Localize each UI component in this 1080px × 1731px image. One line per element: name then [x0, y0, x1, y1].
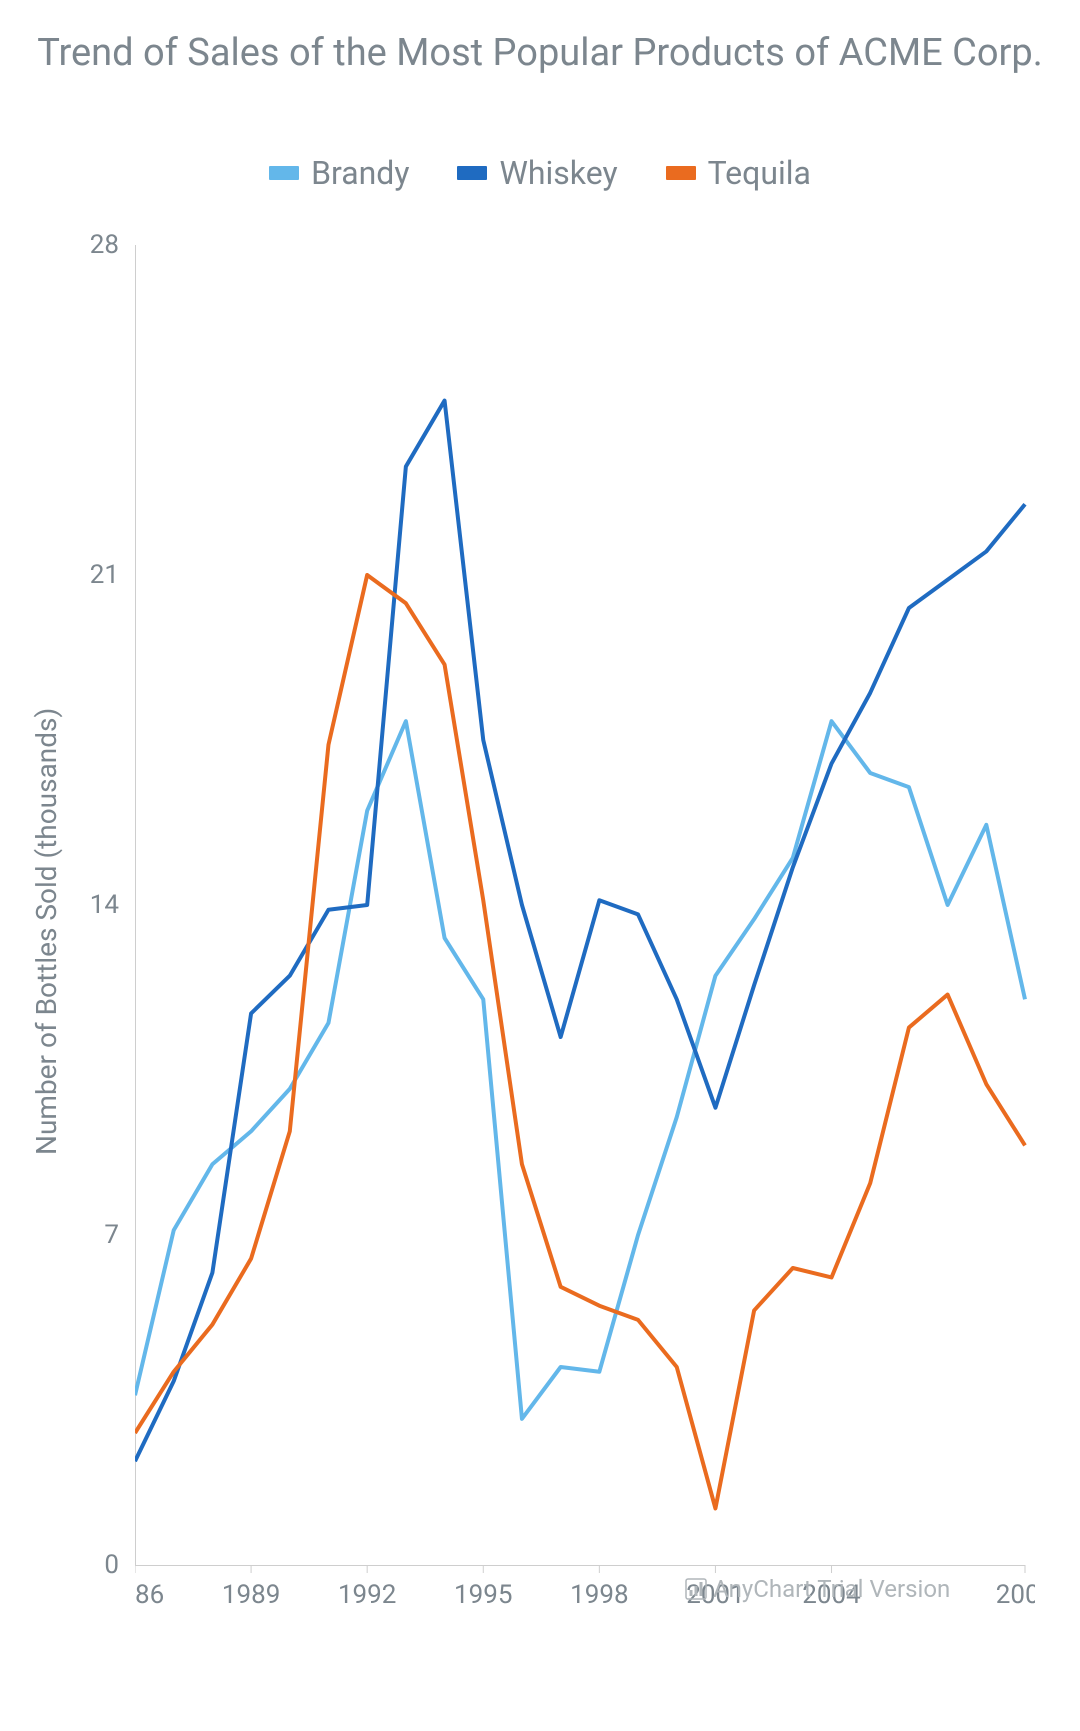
legend-swatch [269, 166, 299, 180]
legend-item-brandy[interactable]: Brandy [269, 154, 409, 192]
x-tick-label: 2009 [996, 1580, 1035, 1610]
legend-swatch [666, 166, 696, 180]
series-line-brandy[interactable] [135, 721, 1025, 1419]
y-tick-label: 28 [90, 230, 119, 260]
y-tick-label: 14 [90, 890, 119, 920]
y-tick-label: 21 [90, 560, 119, 590]
legend-label: Tequila [708, 154, 811, 192]
x-tick-label: 1986 [135, 1580, 164, 1610]
x-tick-label: 1989 [222, 1580, 280, 1610]
legend-label: Whiskey [499, 154, 617, 192]
y-axis-label: Number of Bottles Sold (thousands) [30, 708, 63, 1155]
watermark-icon [685, 1578, 707, 1600]
x-tick-label: 1995 [454, 1580, 512, 1610]
chart-container: Trend of Sales of the Most Popular Produ… [0, 0, 1080, 1731]
series-line-whiskey[interactable] [135, 401, 1025, 1462]
y-tick-label: 7 [104, 1220, 119, 1250]
legend-label: Brandy [311, 154, 409, 192]
legend-item-tequila[interactable]: Tequila [666, 154, 811, 192]
watermark-text: AnyChart Trial Version [713, 1575, 950, 1603]
watermark: AnyChart Trial Version [685, 1575, 950, 1603]
chart-plot: 19861989199219951998200120042009 [135, 245, 1035, 1615]
legend-item-whiskey[interactable]: Whiskey [457, 154, 617, 192]
legend-swatch [457, 166, 487, 180]
x-tick-label: 1998 [570, 1580, 628, 1610]
chart-legend: Brandy Whiskey Tequila [0, 150, 1080, 192]
y-tick-label: 0 [104, 1550, 119, 1580]
x-tick-label: 1992 [338, 1580, 396, 1610]
chart-title: Trend of Sales of the Most Popular Produ… [0, 30, 1080, 78]
